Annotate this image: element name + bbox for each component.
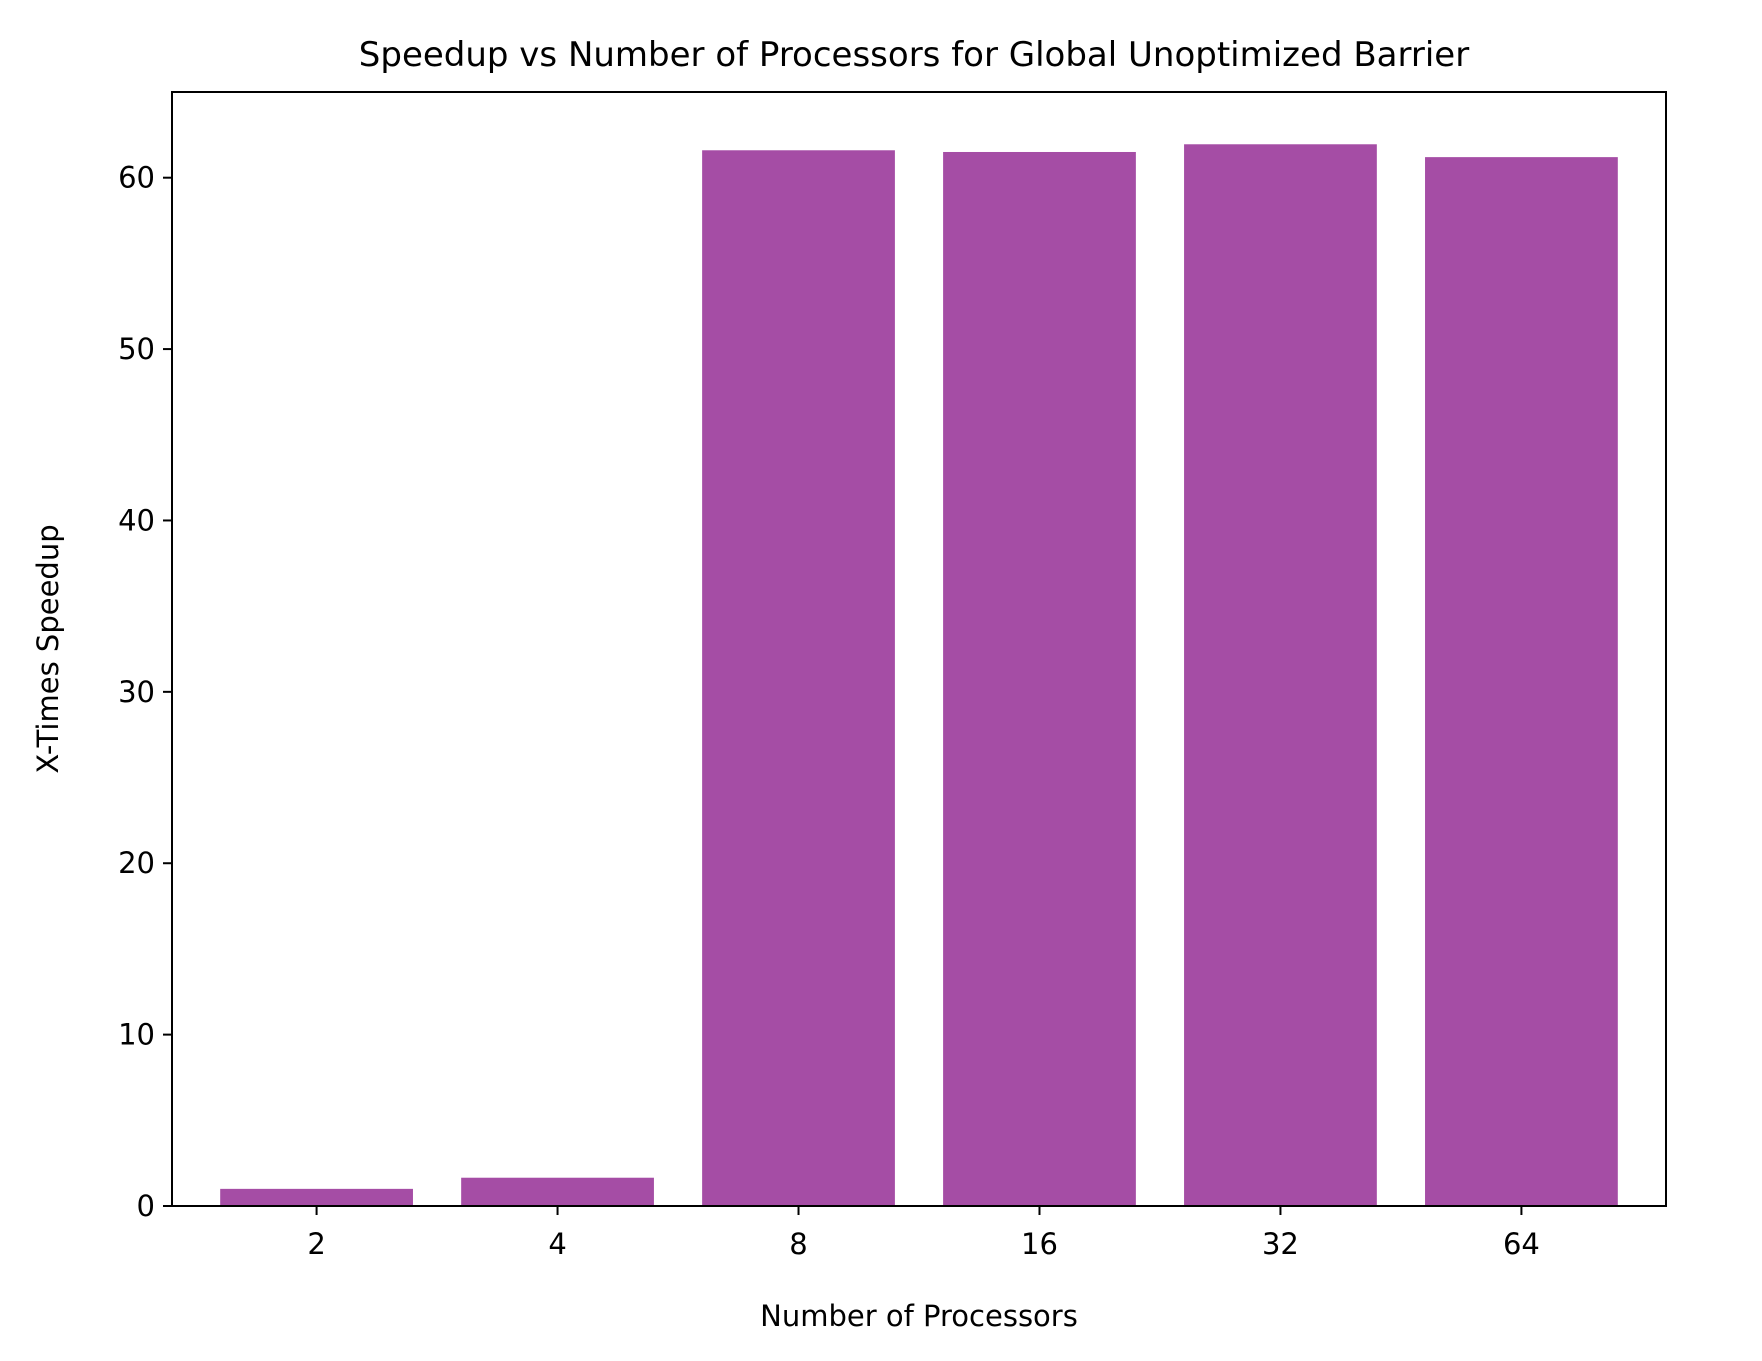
x-tick-label: 8 (789, 1227, 807, 1261)
bar-4 (461, 1177, 654, 1206)
x-axis-label: Number of Processors (760, 1299, 1078, 1333)
bar-2 (220, 1188, 413, 1206)
y-tick-label: 10 (118, 1018, 155, 1052)
y-tick-label: 40 (118, 503, 155, 537)
x-axis: 2 4 8 16 32 64 (307, 1206, 1540, 1261)
x-tick-label: 64 (1503, 1227, 1540, 1261)
y-tick-label: 60 (118, 161, 155, 195)
chart-title: Speedup vs Number of Processors for Glob… (359, 35, 1469, 75)
x-tick-label: 2 (307, 1227, 325, 1261)
y-axis-label: X-Times Speedup (31, 524, 65, 773)
y-tick-label: 30 (118, 675, 155, 709)
y-tick-label: 0 (137, 1189, 155, 1223)
x-tick-label: 16 (1021, 1227, 1058, 1261)
x-tick-label: 4 (548, 1227, 566, 1261)
y-tick-label: 20 (118, 846, 155, 880)
y-axis: 0 10 20 30 40 50 60 (118, 161, 172, 1223)
plot-frame (171, 91, 1667, 1207)
bar-32 (1184, 144, 1377, 1206)
bar-16 (943, 151, 1136, 1206)
y-tick-label: 50 (118, 332, 155, 366)
bar-8 (702, 150, 895, 1207)
bars-group (220, 144, 1618, 1207)
x-tick-label: 32 (1262, 1227, 1299, 1261)
bar-64 (1425, 157, 1618, 1206)
